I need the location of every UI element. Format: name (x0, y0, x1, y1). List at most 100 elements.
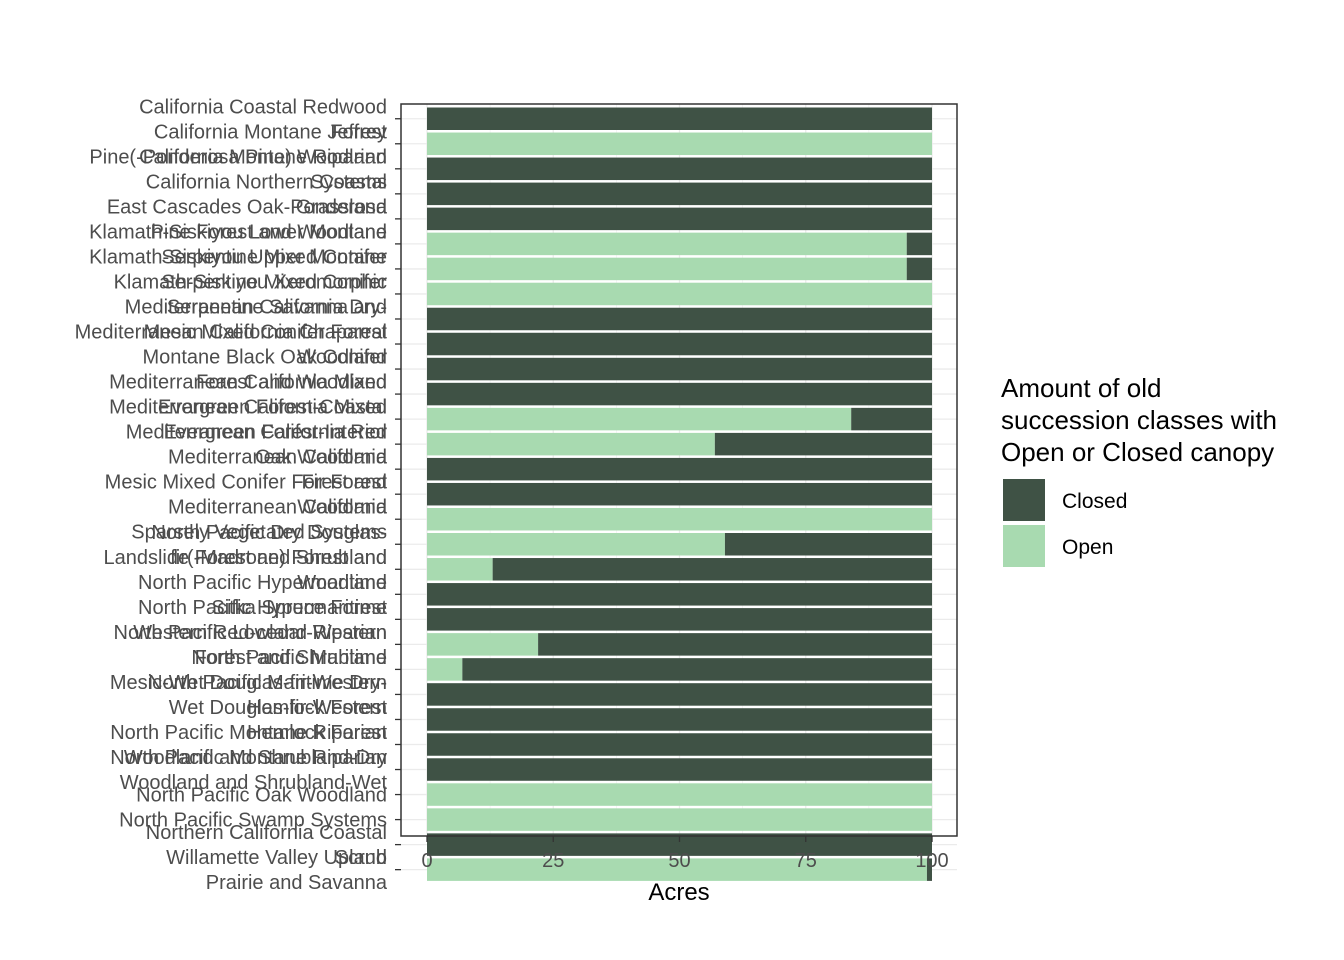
y-tick-label: Mediterranean California Mixed (109, 397, 387, 419)
y-tick-label: Mediterranean California Dry- (125, 296, 387, 318)
bar-closed (724, 533, 932, 556)
y-tick-label: Klamath-Siskiyou Upper Montane (89, 246, 387, 268)
bar-closed (427, 332, 932, 356)
y-tick-label: Mediterranean California Red (126, 422, 387, 444)
y-tick-label: Mesic Mixed Conifer Forest and (105, 472, 387, 494)
y-tick-label: Serpentine Mixed Conifer (161, 271, 387, 293)
y-tick-label: California Montane Riparian (139, 146, 387, 168)
y-tick-label: Evergreen Forest-Interior (164, 422, 388, 444)
bar-closed (462, 658, 932, 681)
y-tick-label: Mesic Mixed Conifer Forest (144, 321, 388, 343)
y-tick-label: California Coastal Redwood (139, 96, 387, 118)
bar-closed (427, 307, 932, 331)
legend-key-open (1003, 525, 1045, 567)
x-tick-label: 100 (915, 850, 948, 872)
y-tick-label: Hemlock Forest (247, 697, 387, 719)
y-tick-label: Woodland and Shrubland-Wet (120, 772, 388, 794)
bar-open (427, 783, 932, 806)
bar-open (427, 533, 725, 556)
y-tick-label: Wet Douglas-fir-Western (169, 697, 387, 719)
bar-closed (427, 482, 932, 506)
y-tick-label: Pine(-Ponderosa Pine) Woodland (89, 146, 387, 168)
bar-closed (427, 683, 932, 706)
legend-title-line: Open or Closed canopy (1001, 437, 1274, 467)
legend-title-line: Amount of old (1001, 373, 1161, 403)
bar-closed (926, 858, 932, 881)
y-tick-label: Willamette Valley Upland (166, 847, 387, 869)
bar-closed (906, 232, 932, 256)
y-tick-label: North Pacific Hypermaritime (138, 572, 387, 594)
x-axis: 0 25 50 75 100 (421, 836, 949, 872)
y-tick-label: Northern California Coastal (146, 822, 387, 844)
x-tick-label: 0 (421, 850, 432, 872)
bar-open (427, 282, 932, 306)
y-tick-label: Montane Black Oak Conifer (142, 347, 387, 369)
bar-closed (427, 107, 932, 130)
y-tick-label: California Montane Jeffrey (154, 121, 387, 143)
y-tick-label: North Pacific Maritime Dry- (148, 672, 387, 694)
x-tick-label: 50 (668, 850, 690, 872)
legend-label-open: Open (1062, 536, 1113, 559)
y-tick-label: Mediterranean California (168, 497, 388, 519)
bar-closed (538, 633, 932, 656)
bar-open (427, 808, 932, 831)
y-tick-label: Klamath-Siskiyou Lower Montane (89, 221, 387, 243)
y-tick-label: Sitka Spruce Forest (211, 597, 387, 619)
y-tick-label: Systems (310, 171, 387, 193)
y-tick-label: Grassland (296, 196, 387, 218)
x-axis-title: Acres (648, 879, 709, 906)
y-tick-label: Mediterranean California Chaparral (75, 322, 387, 344)
x-tick-label: 25 (542, 850, 564, 872)
y-tick-label: North Pacific Swamp Systems (119, 810, 387, 832)
bar-open (427, 257, 907, 281)
y-tick-label: Evergreen Forest-Coastal (158, 397, 387, 419)
y-tick-label: Western Red-cedar-Western (133, 622, 387, 644)
bar-open (427, 232, 907, 256)
y-tick-label: Sparsely Vegetated Systems (131, 522, 387, 544)
bar-closed (492, 558, 932, 581)
y-tick-label: Woodland (297, 572, 387, 594)
bar-closed (427, 457, 932, 481)
y-tick-label: Prairie and Savanna (206, 872, 388, 894)
bar-closed (427, 182, 932, 206)
y-tick-label: Oak Woodland (255, 447, 387, 469)
bar-open (427, 432, 715, 456)
y-tick-label: Serpentine Savanna and (167, 296, 387, 318)
y-tick-label: East Cascades Oak-Ponderosa (107, 196, 388, 218)
bar-closed (906, 257, 932, 281)
bar-closed (427, 157, 932, 181)
x-tick-label: 75 (795, 850, 817, 872)
y-tick-label: Woodland (297, 497, 387, 519)
y-tick-label: Forest and Shrubland (195, 647, 387, 669)
y-tick-label: Hemlock Forest (247, 722, 387, 744)
bar-open (427, 558, 493, 581)
y-tick-label: California Northern Coastal (146, 171, 387, 193)
y-tick-label: Landslide Forest and Shrubland (103, 547, 387, 569)
bar-open (427, 633, 539, 656)
y-tick-label: Mesic-Wet Douglas-fir-Western (110, 672, 387, 694)
bar-closed (427, 583, 932, 606)
y-tick-label: Mediterranean California Mixed (109, 372, 387, 394)
bar-closed (851, 407, 932, 431)
y-tick-label: North Pacific Oak Woodland (136, 785, 387, 807)
bar-open (427, 658, 463, 681)
y-tick-label: North Pacific Lowland Riparian (114, 622, 387, 644)
bar-closed (427, 608, 932, 631)
bar-closed (427, 207, 932, 231)
legend-label-closed: Closed (1062, 490, 1127, 513)
y-tick-label: Fir Forest (301, 472, 387, 494)
bar-closed (427, 758, 932, 781)
bars (427, 107, 932, 881)
y-tick-label: Forest and Woodland (196, 372, 387, 394)
bar-open (427, 407, 852, 431)
bar-closed (427, 733, 932, 756)
bar-closed (427, 357, 932, 381)
y-tick-label: Forest (330, 121, 387, 143)
bar-closed (427, 708, 932, 731)
bar-open (427, 507, 932, 531)
y-tick-label: Woodland and Shrubland-Dry (124, 747, 387, 769)
y-tick-label: North Pacific Hypermaritime (138, 597, 387, 619)
y-tick-label: Scrub (335, 847, 387, 869)
